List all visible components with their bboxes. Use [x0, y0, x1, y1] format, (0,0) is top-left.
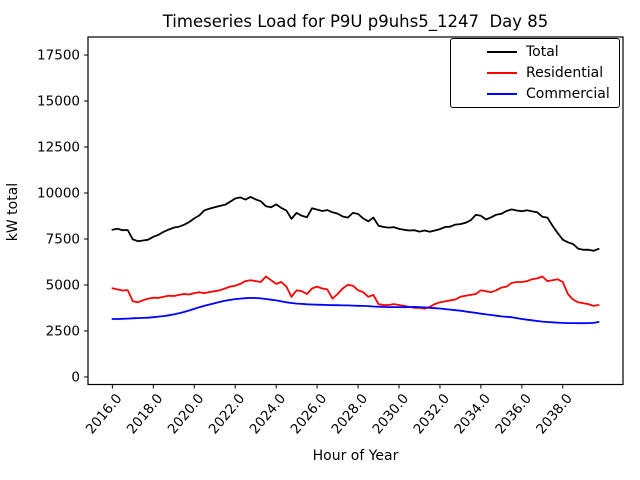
legend-label-total: Total — [526, 44, 559, 61]
legend-label-commercial: Commercial — [526, 85, 610, 102]
legend-item-residential: Residential — [451, 63, 619, 83]
svg-text:2034.0: 2034.0 — [451, 391, 494, 437]
svg-text:2038.0: 2038.0 — [533, 391, 576, 437]
svg-text:2032.0: 2032.0 — [410, 391, 453, 437]
svg-text:0: 0 — [71, 369, 80, 385]
svg-text:2030.0: 2030.0 — [369, 391, 412, 437]
legend: Total Residential Commercial — [450, 38, 620, 108]
svg-text:7500: 7500 — [46, 231, 80, 247]
plot-title: Timeseries Load for P9U p9uhs5_1247 Day … — [162, 12, 549, 31]
svg-text:2024.0: 2024.0 — [247, 391, 290, 437]
legend-item-commercial: Commercial — [451, 84, 619, 104]
svg-text:2016.0: 2016.0 — [83, 391, 126, 437]
svg-text:2026.0: 2026.0 — [288, 391, 331, 437]
svg-text:10000: 10000 — [37, 185, 80, 201]
svg-text:2500: 2500 — [46, 323, 80, 339]
svg-text:15000: 15000 — [37, 94, 80, 110]
commercial-line-swatch — [487, 92, 517, 95]
legend-label-residential: Residential — [526, 64, 604, 81]
svg-text:2020.0: 2020.0 — [165, 391, 208, 437]
total-line-swatch — [487, 51, 517, 54]
svg-text:5000: 5000 — [46, 277, 80, 293]
residential-line-swatch — [487, 71, 517, 74]
svg-text:12500: 12500 — [37, 140, 80, 156]
svg-text:2022.0: 2022.0 — [206, 391, 249, 437]
x-axis-label: Hour of Year — [312, 448, 399, 464]
legend-item-total: Total — [451, 42, 619, 62]
svg-text:2028.0: 2028.0 — [328, 391, 371, 437]
y-axis-label: kW total — [5, 182, 21, 242]
svg-text:2036.0: 2036.0 — [492, 391, 535, 437]
svg-text:17500: 17500 — [37, 48, 80, 64]
svg-text:2018.0: 2018.0 — [124, 391, 167, 437]
